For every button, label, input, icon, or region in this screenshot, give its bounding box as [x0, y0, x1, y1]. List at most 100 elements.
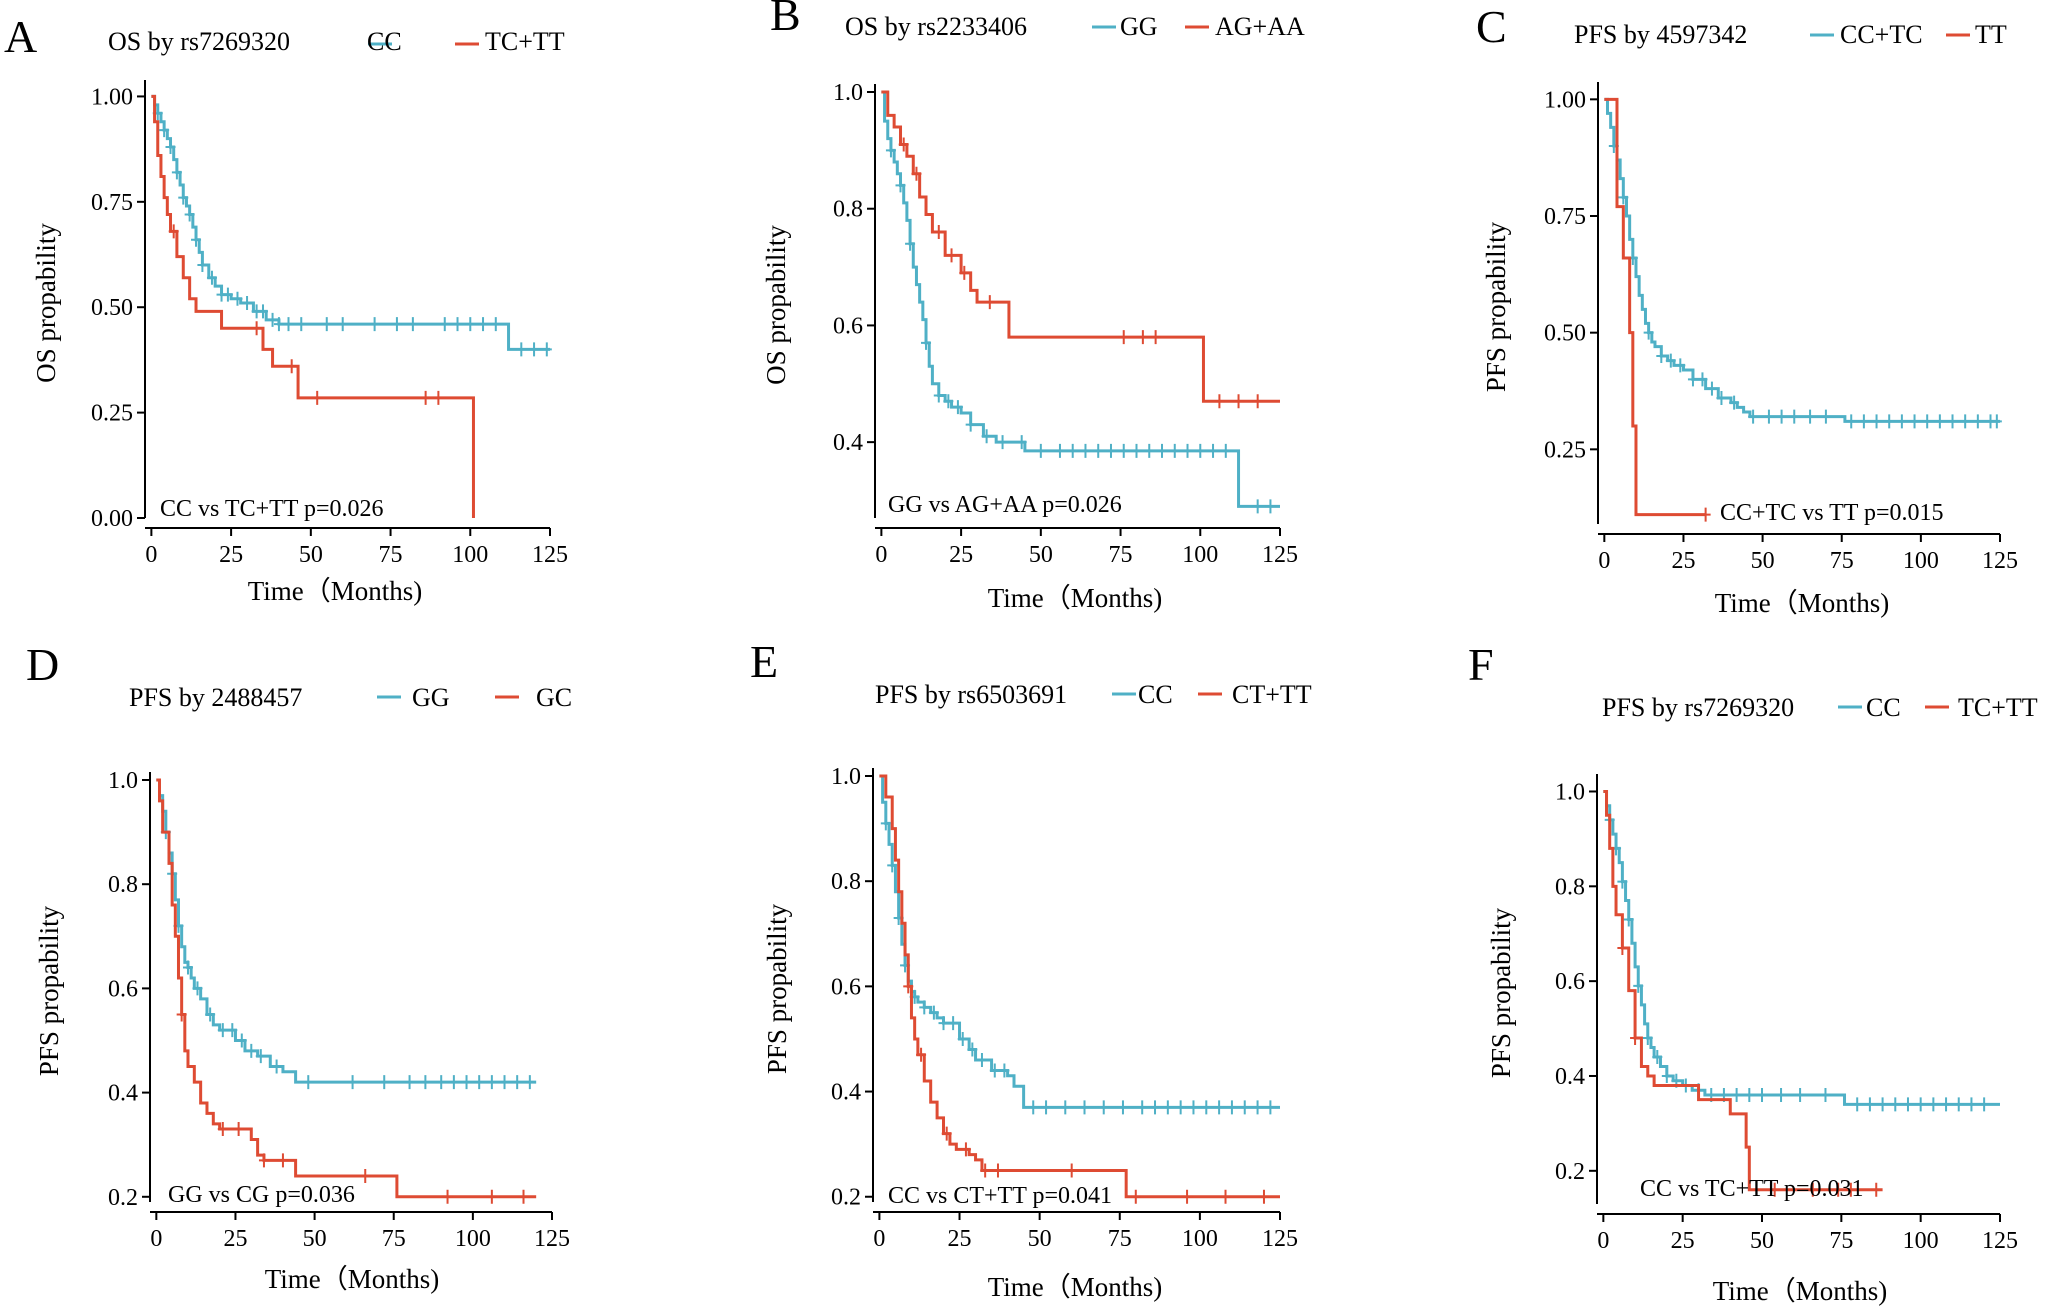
- censor-mark: [271, 1059, 282, 1074]
- x-tick-label: 50: [303, 1226, 327, 1252]
- censor-mark: [1960, 414, 1971, 429]
- censor-mark: [391, 317, 402, 332]
- censor-mark: [1137, 1100, 1148, 1115]
- legend-label: GG: [1120, 12, 1158, 41]
- x-tick-label: 100: [1182, 542, 1218, 568]
- panel-letter: F: [1468, 639, 1494, 690]
- censor-mark: [1195, 443, 1206, 458]
- censor-mark: [1252, 394, 1263, 409]
- y-axis-label: OS propability: [761, 225, 791, 385]
- p-value-annotation: CC vs CT+TT p=0.041: [888, 1183, 1112, 1209]
- censor-mark: [1239, 1100, 1250, 1115]
- x-tick-label: 25: [219, 542, 243, 568]
- panel-a: A OS by rs7269320 CC TC+TT 0.00 0.25 0.50 0.75 1…: [4, 11, 568, 606]
- censor-mark: [541, 342, 552, 357]
- censor-mark: [1871, 1182, 1882, 1197]
- panel-letter: D: [26, 639, 59, 690]
- x-tick-label: 75: [1829, 1228, 1853, 1254]
- x-axis-label: Time（Months): [248, 576, 423, 606]
- censor-mark: [176, 1007, 187, 1022]
- censor-mark: [1150, 1100, 1161, 1115]
- censor-mark: [1700, 507, 1711, 522]
- y-axis-label: PFS propability: [34, 905, 64, 1076]
- censor-mark: [257, 304, 268, 319]
- censor-mark: [1953, 1097, 1964, 1112]
- censor-mark: [965, 417, 976, 432]
- censor-mark: [948, 1016, 959, 1031]
- y-tick-label: 1.0: [1555, 779, 1585, 805]
- km-curve-tc-tt: [151, 94, 475, 518]
- censor-mark: [236, 1033, 247, 1048]
- censor-mark: [499, 1075, 510, 1090]
- censor-mark: [1805, 409, 1816, 424]
- censor-mark: [433, 390, 444, 405]
- censor-mark: [283, 317, 294, 332]
- censor-mark: [420, 1075, 431, 1090]
- censor-mark: [448, 1075, 459, 1090]
- y-tick-label: 0.6: [833, 313, 863, 339]
- censor-mark: [191, 232, 202, 247]
- censor-mark: [885, 143, 896, 158]
- censor-mark: [1820, 1087, 1831, 1102]
- x-axis-label: Time（Months): [988, 1272, 1163, 1302]
- censor-mark: [171, 165, 182, 180]
- censor-mark: [928, 1005, 939, 1020]
- censor-mark: [1617, 874, 1628, 889]
- y-tick-label: 0.8: [831, 869, 861, 895]
- y-tick-label: 0.4: [831, 1080, 861, 1106]
- censor-mark: [303, 1075, 314, 1090]
- censor-mark: [1675, 358, 1686, 373]
- censor-mark: [1877, 1097, 1888, 1112]
- x-tick-label: 25: [948, 1226, 972, 1252]
- censor-mark: [1080, 443, 1091, 458]
- censor-mark: [905, 236, 916, 251]
- x-tick-label: 0: [873, 1226, 885, 1252]
- y-tick-label: 1.0: [833, 80, 863, 106]
- x-tick-label: 75: [382, 1226, 406, 1252]
- chart-title: OS by rs7269320: [108, 27, 290, 56]
- x-tick-label: 0: [1597, 1228, 1609, 1254]
- y-tick-label: 0.6: [108, 976, 138, 1002]
- censor-mark: [1028, 1100, 1039, 1115]
- censor-mark: [1947, 414, 1958, 429]
- censor-mark: [286, 359, 297, 374]
- y-tick-label: 0.2: [108, 1185, 138, 1211]
- km-curve-gg: [881, 90, 1280, 508]
- censor-mark: [516, 342, 527, 357]
- censor-mark: [976, 1053, 987, 1067]
- censor-mark: [165, 140, 176, 155]
- censor-mark: [1157, 443, 1168, 458]
- censor-mark: [1118, 330, 1129, 345]
- y-axis-label: OS propability: [31, 223, 61, 383]
- censor-mark: [1093, 443, 1104, 458]
- y-tick-label: 0.6: [1555, 969, 1585, 995]
- censor-mark: [1098, 1100, 1109, 1115]
- censor-mark: [1220, 443, 1231, 458]
- x-axis-label: Time（Months): [1713, 1276, 1888, 1306]
- x-tick-label: 75: [1830, 548, 1854, 574]
- censor-mark: [1201, 1100, 1212, 1115]
- censor-mark: [273, 317, 284, 332]
- x-tick-label: 75: [1108, 1226, 1132, 1252]
- censor-mark: [984, 295, 995, 310]
- panel-b: B OS by rs2233406 GG AG+AA 0.4 0.6 0.8 1.0 0 25 50…: [761, 0, 1305, 613]
- censor-mark: [1041, 1100, 1052, 1115]
- y-tick-label: 0.25: [1544, 437, 1586, 463]
- censor-mark: [486, 1189, 497, 1204]
- censor-mark: [919, 1000, 930, 1015]
- censor-mark: [1697, 372, 1708, 387]
- y-tick-label: 0.50: [91, 295, 133, 321]
- censor-mark: [233, 1122, 244, 1137]
- x-axis-label: Time（Months): [1715, 588, 1890, 618]
- chart-title: PFS by rs6503691: [875, 680, 1067, 709]
- p-value-annotation: GG vs CG p=0.036: [168, 1182, 355, 1208]
- censor-mark: [1182, 1189, 1193, 1204]
- censor-mark: [1928, 1097, 1939, 1112]
- x-tick-label: 125: [532, 542, 568, 568]
- y-axis-label: PFS propability: [1486, 907, 1516, 1078]
- x-tick-label: 0: [145, 542, 157, 568]
- legend-label: GG: [412, 683, 450, 712]
- censor-mark: [1687, 372, 1698, 387]
- censor-mark: [1902, 1097, 1913, 1112]
